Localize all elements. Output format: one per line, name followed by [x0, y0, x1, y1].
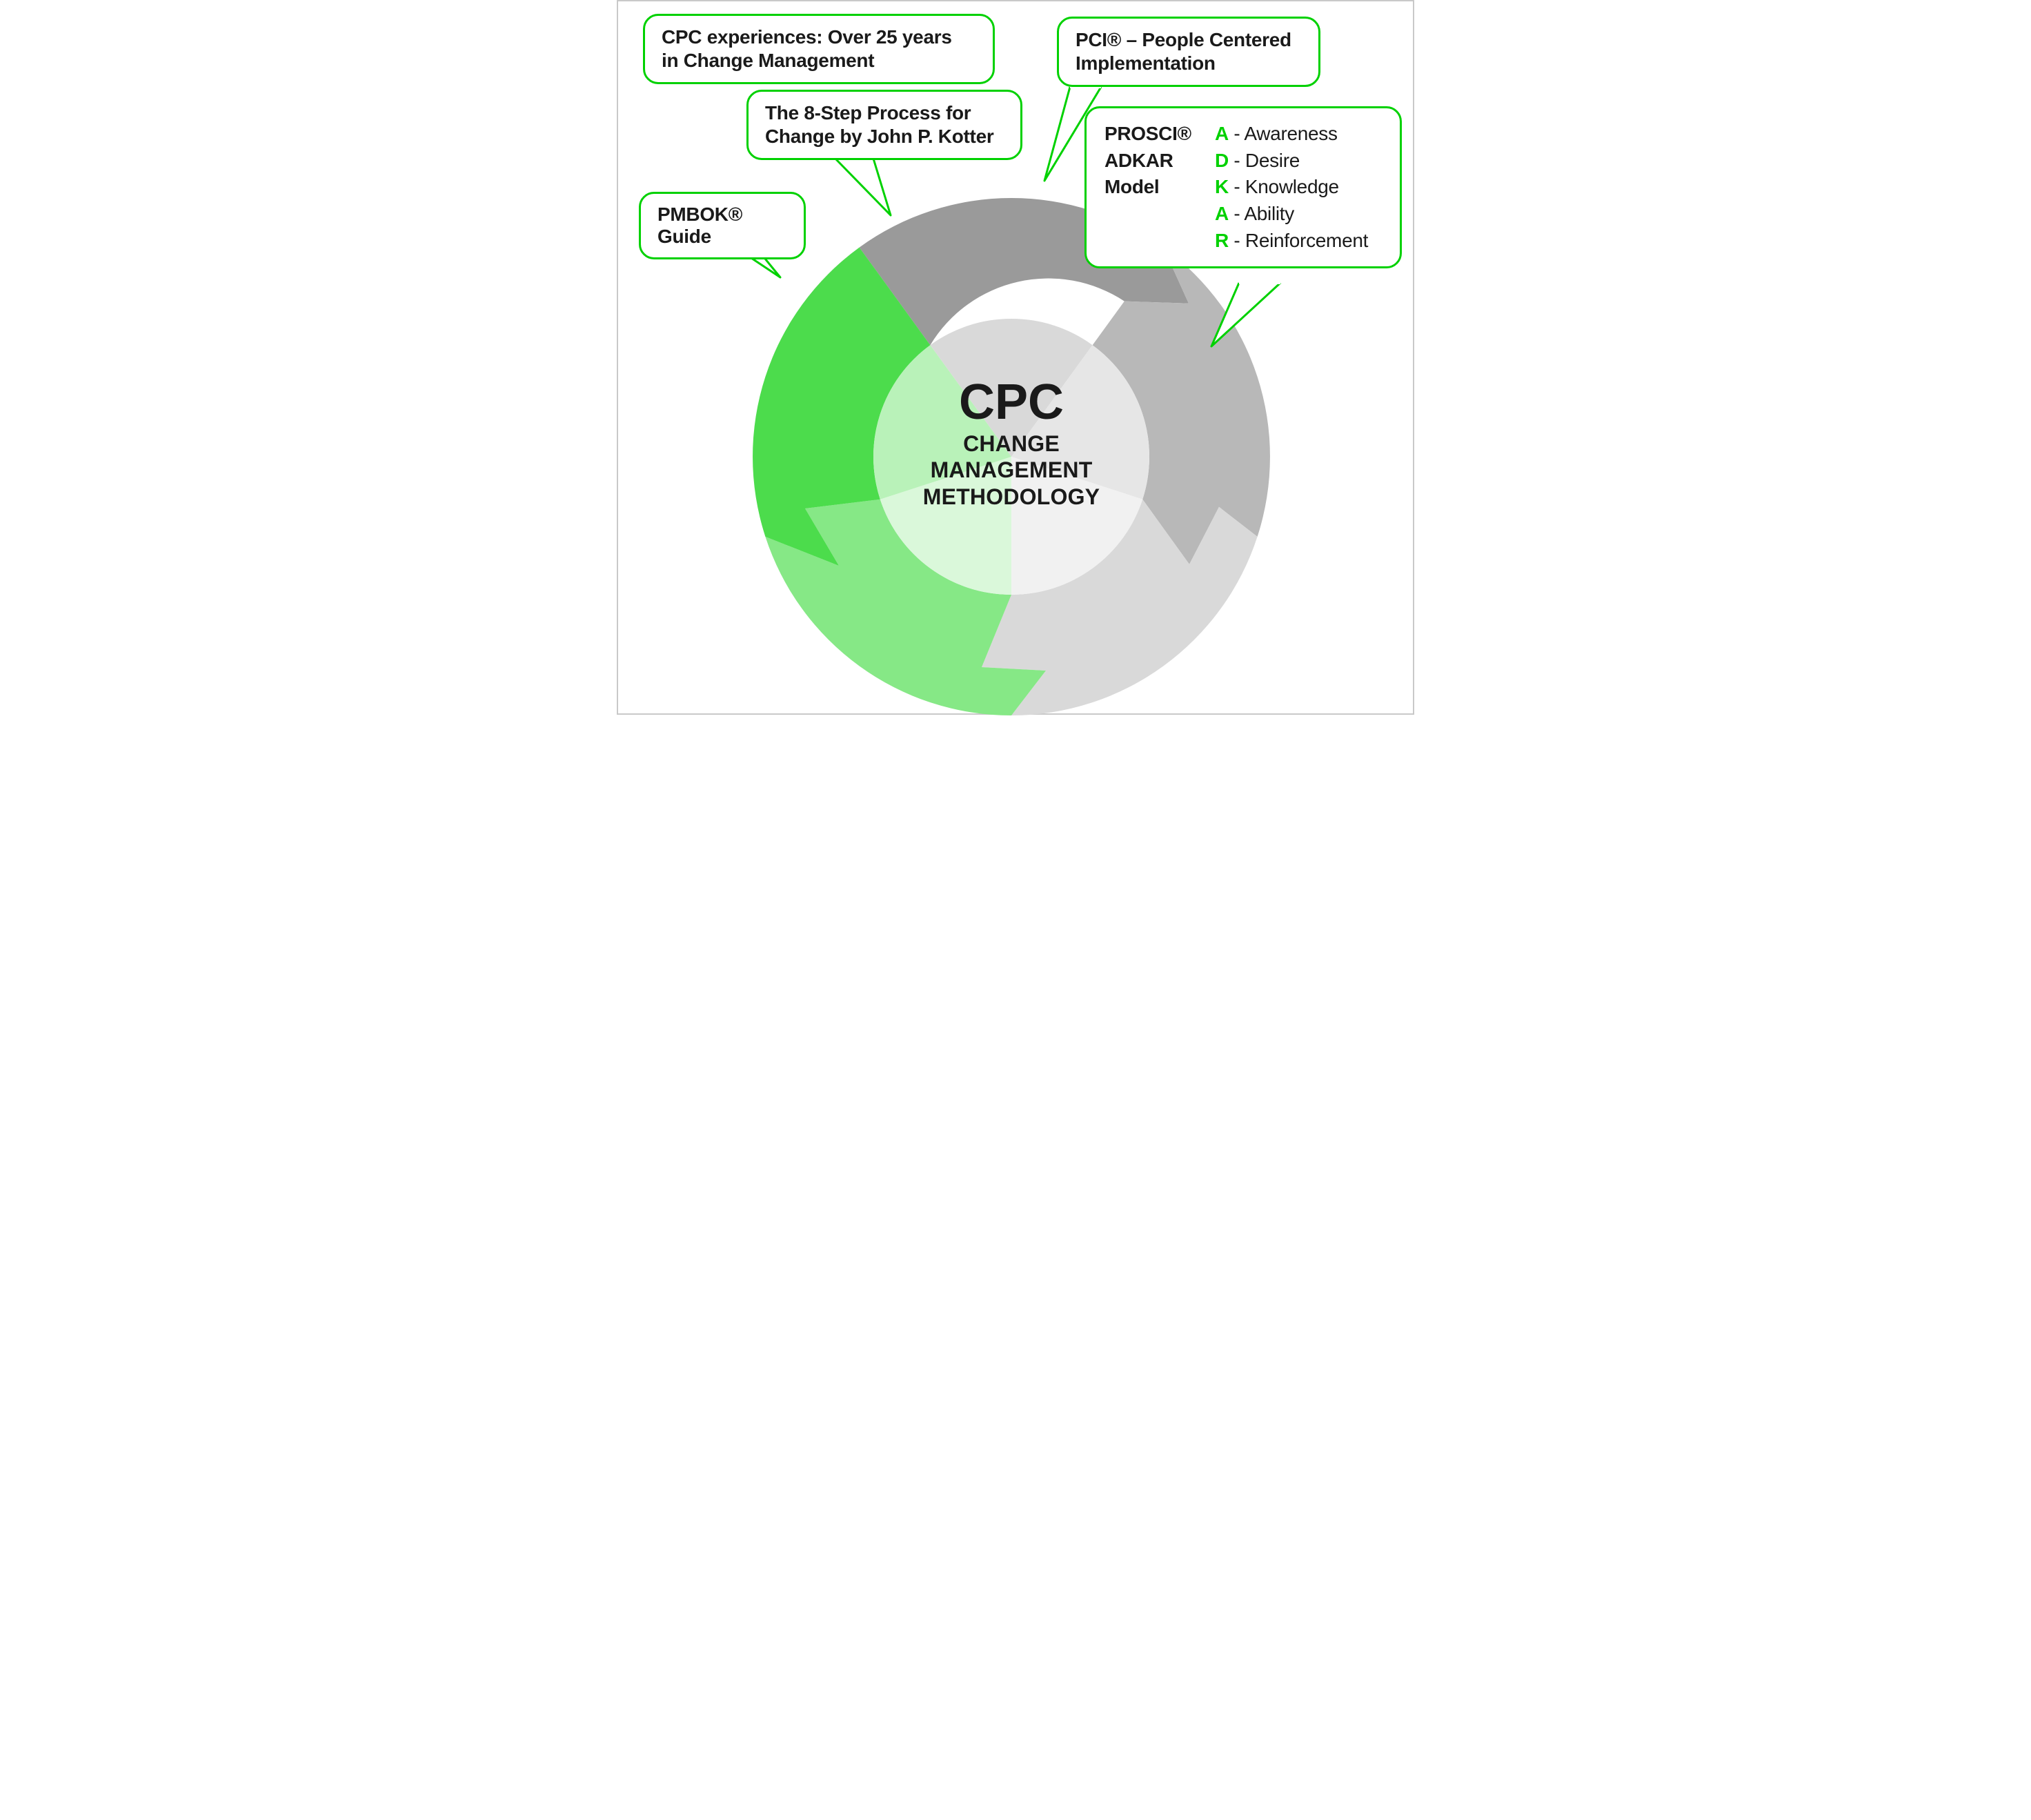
- bubble-kotter: The 8-Step Process for Change by John P.…: [746, 90, 1022, 160]
- text: Implementation: [1076, 52, 1302, 75]
- adkar-name: PROSCI® ADKAR Model: [1104, 121, 1193, 254]
- text: in Change Management: [662, 49, 976, 72]
- text: PMBOK® Guide: [657, 204, 787, 248]
- center-line3: METHODOLOGY: [873, 484, 1149, 510]
- bubble-adkar: PROSCI® ADKAR Model A - Awareness D - De…: [1084, 106, 1402, 268]
- bubble-pci: PCI® – People Centered Implementation: [1057, 17, 1320, 87]
- text: CPC experiences: Over 25 years: [662, 26, 976, 49]
- center-line1: CHANGE: [873, 431, 1149, 457]
- center-title-block: CPC CHANGE MANAGEMENT METHODOLOGY: [873, 374, 1149, 510]
- center-title: CPC: [873, 374, 1149, 431]
- adkar-list: A - Awareness D - Desire K - Knowledge A…: [1215, 121, 1368, 254]
- text: PCI® – People Centered: [1076, 28, 1302, 52]
- diagram-frame: CPC experiences: Over 25 years in Change…: [617, 0, 1414, 715]
- text: The 8-Step Process for: [765, 101, 1004, 125]
- bubble-cpc-experience: CPC experiences: Over 25 years in Change…: [643, 14, 995, 84]
- bubble-pmbok: PMBOK® Guide: [639, 192, 806, 259]
- text: Change by John P. Kotter: [765, 125, 1004, 148]
- center-line2: MANAGEMENT: [873, 457, 1149, 483]
